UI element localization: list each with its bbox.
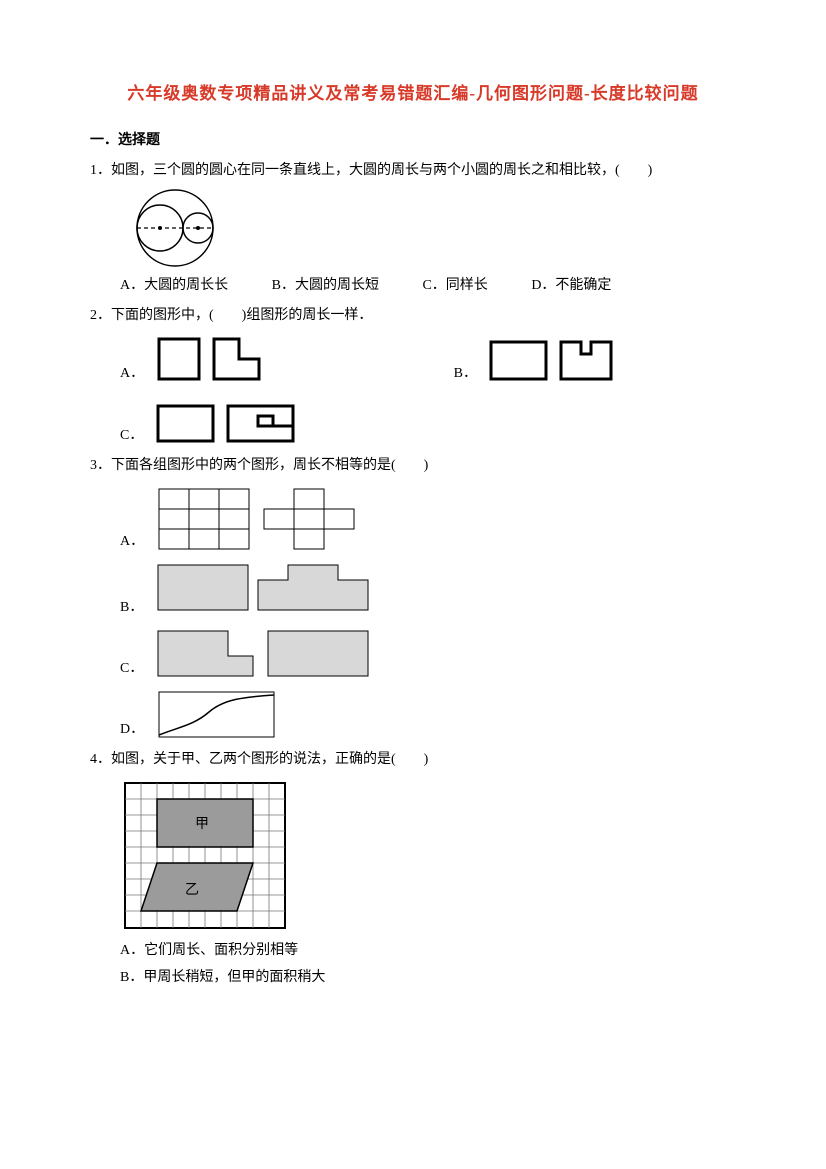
q1-opt-d: D．不能确定: [531, 274, 611, 298]
question-2-options: A． B． C．: [90, 334, 736, 448]
q4-opt-a: A．它们周长、面积分别相等: [120, 939, 736, 963]
q3-fig-d: [154, 687, 284, 742]
q3-fig-b: [153, 560, 383, 620]
section-heading: 一．选择题: [90, 129, 736, 153]
q2-fig-a: [154, 334, 264, 386]
question-3-stem: 3．下面各组图形中的两个图形，周长不相等的是( ): [90, 454, 736, 478]
q3-opt-c-label: C．: [120, 661, 143, 676]
question-2-stem: 2．下面的图形中，( )组图形的周长一样．: [90, 304, 736, 328]
question-1-stem: 1．如图，三个圆的圆心在同一条直线上，大圆的周长与两个小圆的周长之和相比较，( …: [90, 159, 736, 183]
question-4-figure: 甲 乙: [120, 778, 736, 933]
q3-opt-d-label: D．: [120, 722, 144, 737]
q1-opt-c: C．同样长: [422, 274, 487, 298]
q3-fig-a: [154, 484, 374, 554]
yi-label: 乙: [185, 882, 199, 898]
question-3-options: A． B． C． D．: [90, 484, 736, 742]
q1-opt-b: B．大圆的周长短: [272, 274, 379, 298]
question-1-options: A．大圆的周长长 B．大圆的周长短 C．同样长 D．不能确定: [120, 274, 736, 298]
question-4-stem: 4．如图，关于甲、乙两个图形的说法，正确的是( ): [90, 748, 736, 772]
q2-opt-c-label: C．: [120, 428, 143, 443]
q4-opt-b: B．甲周长稍短，但甲的面积稍大: [120, 966, 736, 990]
jia-label: 甲: [195, 817, 209, 832]
q3-opt-b-label: B．: [120, 600, 143, 615]
q3-fig-c: [153, 626, 383, 681]
q2-fig-b: [486, 334, 626, 386]
q1-opt-a: A．大圆的周长长: [120, 274, 228, 298]
q2-fig-c: [153, 396, 303, 448]
q2-opt-b-label: B．: [454, 366, 477, 381]
q2-opt-a-label: A．: [120, 366, 144, 381]
page-title: 六年级奥数专项精品讲义及常考易错题汇编-几何图形问题-长度比较问题: [90, 80, 736, 109]
question-1-figure: [120, 188, 736, 268]
q3-opt-a-label: A．: [120, 534, 144, 549]
